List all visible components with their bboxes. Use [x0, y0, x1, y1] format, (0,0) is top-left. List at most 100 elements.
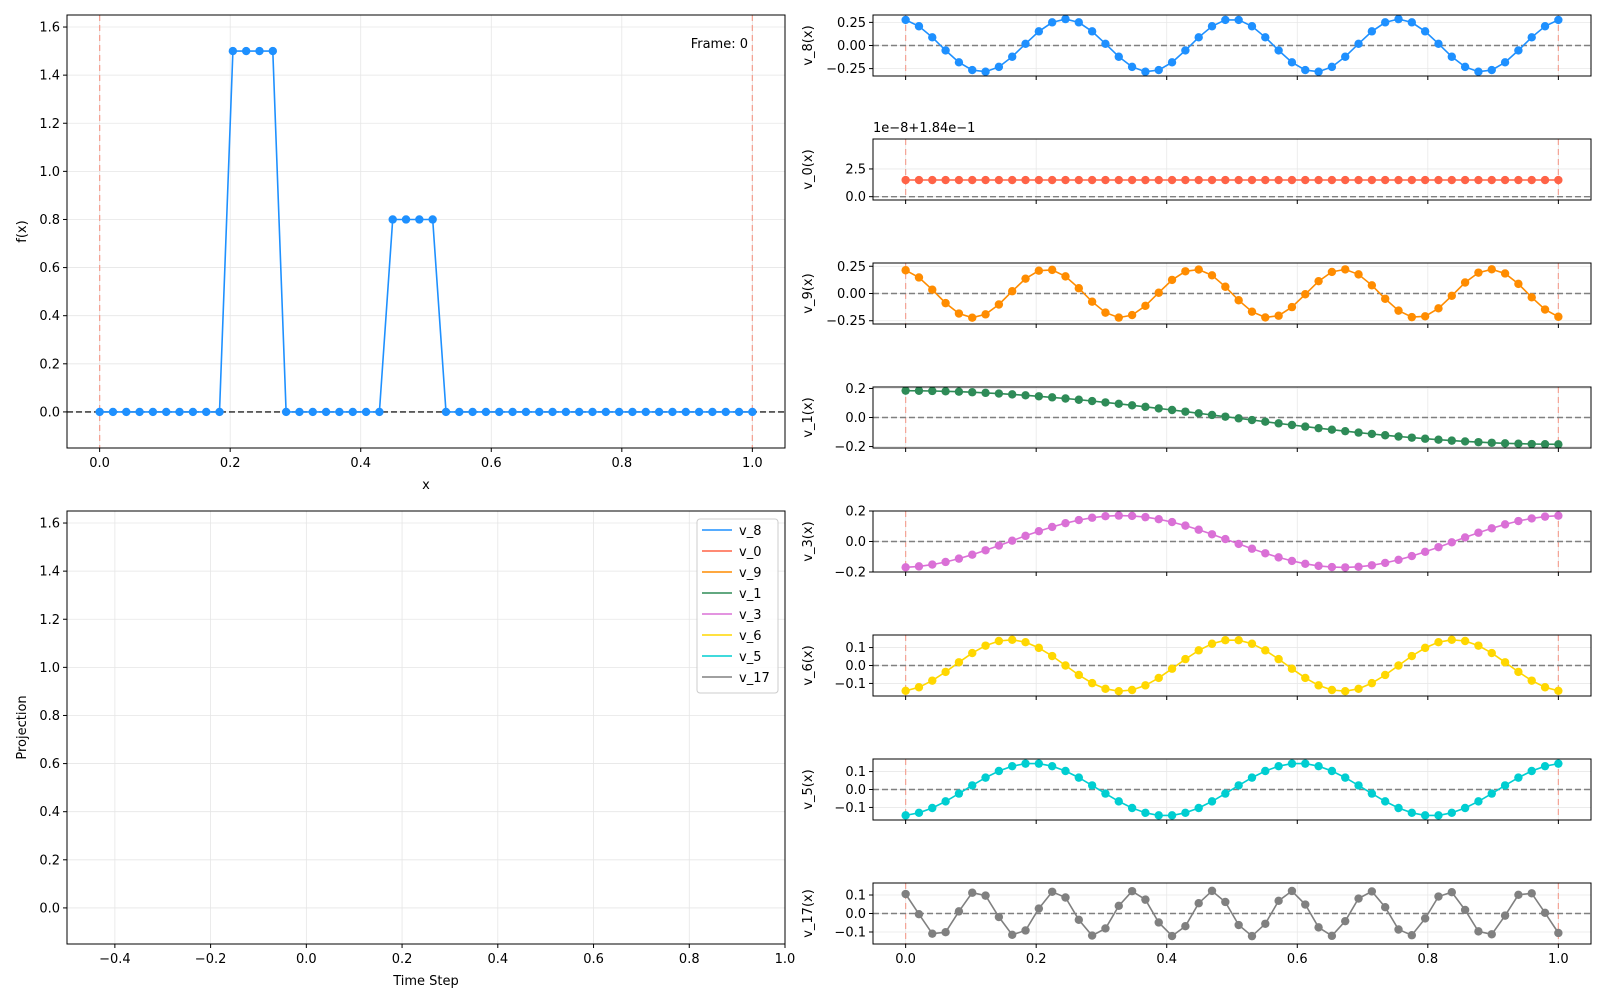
v17-point	[901, 889, 910, 899]
v1-point	[1274, 419, 1283, 428]
v8-point	[1167, 58, 1177, 67]
v5-y-axis-label: v_5(x)	[801, 769, 816, 809]
v3-ytick-label: 0.0	[845, 535, 866, 550]
v0-point	[994, 175, 1004, 185]
v3-point	[1154, 514, 1163, 524]
v3-point	[928, 560, 937, 569]
v1-point	[1047, 393, 1057, 402]
projection-ytick-label: 1.6	[39, 517, 60, 532]
v1-point	[914, 386, 924, 395]
v5-point	[1074, 773, 1084, 782]
v5-point	[1314, 761, 1323, 771]
v1-point	[1181, 407, 1190, 416]
v9-point	[1341, 265, 1350, 274]
v6-point	[994, 636, 1004, 646]
v6-point	[1061, 661, 1070, 670]
v8-point	[1234, 15, 1243, 25]
v3-point	[1101, 512, 1110, 521]
v17-point	[1274, 896, 1283, 905]
v6-point	[1354, 684, 1363, 694]
v8-point	[1527, 33, 1536, 42]
v9-point	[1167, 275, 1177, 285]
v8-point	[1500, 58, 1510, 67]
main-signal-point	[295, 407, 304, 417]
v9-point	[1087, 297, 1097, 306]
main-signal-point	[654, 407, 664, 417]
v6-ytick-label: −0.1	[834, 677, 866, 692]
v5-point	[1434, 811, 1443, 820]
v17-point	[1460, 905, 1470, 915]
main-signal-point	[348, 407, 357, 417]
v6-ytick-label: 0.0	[845, 659, 866, 674]
v1-point	[901, 386, 910, 395]
main-signal-point	[561, 407, 571, 417]
v6-point	[1327, 685, 1337, 695]
v6-point	[1261, 646, 1270, 655]
v3-point	[1514, 516, 1523, 526]
main-ytick-label: 0.0	[39, 405, 60, 420]
v0-point	[1234, 175, 1243, 185]
v6-point	[1247, 639, 1257, 648]
v9-point	[914, 273, 924, 282]
v3-point	[1234, 539, 1243, 549]
v3-point	[1474, 528, 1483, 537]
v5-point	[1061, 766, 1070, 776]
v1-point	[981, 388, 990, 398]
v3-point	[1301, 559, 1310, 569]
v0-point	[1460, 175, 1470, 185]
v5-point	[1021, 759, 1030, 768]
v17-point	[1127, 886, 1137, 896]
main-y-axis-label: f(x)	[15, 220, 30, 242]
v17-point	[1207, 886, 1217, 896]
v6-point	[1021, 637, 1030, 647]
main-signal-point	[614, 407, 624, 417]
v5-point	[1514, 773, 1523, 782]
v3-point	[1087, 513, 1097, 522]
v9-point	[954, 309, 964, 318]
projection-ytick-label: 1.4	[39, 565, 60, 580]
main-signal-point	[148, 407, 158, 417]
v0-point	[1008, 175, 1017, 185]
v3-point	[941, 557, 950, 567]
v17-point	[1314, 923, 1323, 932]
basis-plot-v1: −0.2 0.0 0.2 v_1(x)	[801, 382, 1592, 455]
v0-point	[1540, 175, 1550, 185]
projection-ytick-label: 0.4	[39, 805, 60, 820]
v6-point	[1034, 643, 1044, 653]
main-signal-point	[321, 407, 331, 417]
v6-point	[1394, 661, 1403, 670]
v5-point	[994, 766, 1004, 776]
v8-point	[1141, 67, 1150, 76]
v8-point	[1181, 46, 1190, 55]
v8-point	[1114, 52, 1123, 61]
v6-point	[1141, 681, 1150, 690]
main-signal-point	[335, 407, 344, 417]
v9-point	[1061, 272, 1070, 281]
main-ytick-label: 0.4	[39, 309, 60, 324]
v1-point	[954, 387, 964, 396]
v1-ytick-label: 0.0	[845, 411, 866, 426]
main-ytick-label: 0.8	[39, 213, 60, 228]
v1-point	[1327, 425, 1337, 434]
main-signal-point	[628, 407, 637, 417]
v0-point	[1221, 175, 1230, 185]
v9-point	[941, 298, 950, 308]
legend-label-v_1: v_1	[739, 587, 761, 602]
projection-ytick-label: 1.0	[39, 661, 60, 676]
v5-point	[1034, 759, 1044, 768]
v5-point	[1127, 803, 1137, 813]
v1-point	[1087, 396, 1097, 406]
v3-y-axis-label: v_3(x)	[801, 521, 816, 561]
v9-point	[1327, 267, 1337, 277]
v1-point	[1527, 439, 1536, 449]
v1-point	[1514, 439, 1523, 448]
v3-point	[1447, 538, 1456, 547]
v17-point	[1154, 918, 1163, 927]
v3-point	[1127, 511, 1137, 521]
projection-y-axis-label: Projection	[15, 695, 30, 759]
v3-point	[1221, 534, 1230, 544]
v8-point	[1407, 18, 1417, 27]
v0-point	[1274, 175, 1283, 185]
v6-point	[941, 667, 950, 677]
v8-point	[901, 15, 910, 25]
